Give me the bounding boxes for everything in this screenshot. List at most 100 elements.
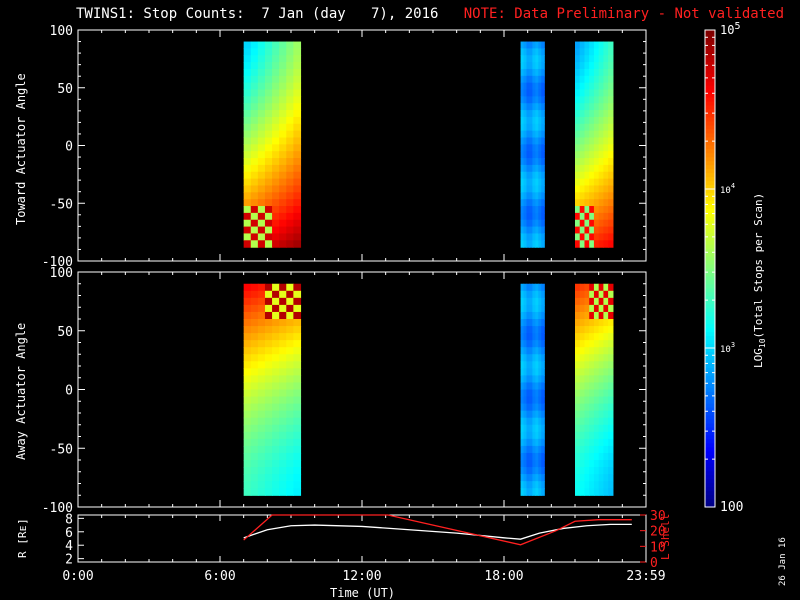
heatmap-cell bbox=[598, 96, 604, 104]
heatmap-cell bbox=[279, 283, 287, 292]
colorbar-segment bbox=[705, 395, 715, 401]
heatmap-cell bbox=[538, 290, 542, 299]
heatmap-cell bbox=[243, 89, 252, 97]
heatmap-cell bbox=[293, 130, 302, 139]
heatmap-cell bbox=[257, 123, 266, 132]
heatmap-cell bbox=[529, 389, 533, 398]
heatmap-cell bbox=[526, 431, 531, 440]
heatmap-cell bbox=[250, 123, 259, 132]
heatmap-cell bbox=[598, 137, 604, 145]
heatmap-cell bbox=[598, 382, 604, 391]
heatmap-cell bbox=[532, 340, 536, 348]
heatmap-cell bbox=[257, 192, 266, 200]
heatmap-cell bbox=[608, 417, 614, 426]
heatmap-cell bbox=[257, 82, 266, 91]
heatmap-cell bbox=[243, 96, 252, 104]
heatmap-cell bbox=[272, 361, 280, 369]
heatmap-cell bbox=[257, 389, 266, 398]
heatmap-cell bbox=[520, 171, 525, 180]
heatmap-cell bbox=[541, 82, 545, 91]
heatmap-cell bbox=[293, 347, 302, 355]
heatmap-cell bbox=[272, 116, 280, 125]
heatmap-cell bbox=[532, 171, 536, 180]
heatmap-cell bbox=[243, 297, 252, 306]
heatmap-cell bbox=[584, 206, 590, 214]
heatmap-cell bbox=[286, 212, 294, 221]
heatmap-cell bbox=[532, 424, 536, 433]
heatmap-cell bbox=[593, 233, 600, 241]
heatmap-cell bbox=[579, 206, 586, 214]
heatmap-cell bbox=[608, 144, 614, 152]
heatmap-cell bbox=[523, 48, 528, 56]
colorbar-segment bbox=[705, 332, 715, 337]
heatmap-cell bbox=[526, 144, 531, 152]
heatmap-cell bbox=[603, 304, 609, 313]
heatmap-cell bbox=[286, 41, 294, 50]
heatmap-cell bbox=[579, 48, 586, 56]
heatmap-cell bbox=[589, 171, 595, 180]
heatmap-cell bbox=[520, 89, 525, 97]
heatmap-cell bbox=[575, 144, 581, 152]
heatmap-cell bbox=[526, 283, 531, 292]
heatmap-cell bbox=[286, 396, 294, 405]
heatmap-cell bbox=[538, 340, 542, 348]
heatmap-cell bbox=[250, 137, 259, 145]
heatmap-cell bbox=[593, 226, 600, 235]
heatmap-cell bbox=[575, 361, 581, 369]
colorbar-segment bbox=[705, 165, 715, 170]
heatmap-cell bbox=[529, 438, 533, 447]
heatmap-cell bbox=[532, 438, 536, 447]
heatmap-cell bbox=[603, 382, 609, 391]
heatmap-cell bbox=[286, 368, 294, 376]
colorbar-segment bbox=[705, 308, 715, 313]
heatmap-cell bbox=[584, 467, 590, 475]
heatmap-cell bbox=[272, 123, 280, 132]
heatmap-cell bbox=[598, 55, 604, 63]
heatmap-cell bbox=[579, 417, 586, 426]
heatmap-cell bbox=[538, 319, 542, 327]
heatmap-cell bbox=[579, 368, 586, 376]
heatmap-cell bbox=[293, 123, 302, 132]
heatmap-cell bbox=[579, 290, 586, 299]
heatmap-cell bbox=[264, 68, 273, 77]
heatmap-cell bbox=[243, 116, 252, 125]
heatmap-cell bbox=[589, 333, 595, 341]
heatmap-cell bbox=[603, 55, 609, 63]
heatmap-cell bbox=[589, 240, 595, 248]
heatmap-cell bbox=[538, 240, 542, 248]
heatmap-cell bbox=[538, 89, 542, 97]
heatmap-cell bbox=[272, 403, 280, 412]
heatmap-cell bbox=[529, 144, 533, 152]
radius-ylabel: R [Rᴇ] bbox=[16, 518, 29, 558]
heatmap-cell bbox=[608, 431, 614, 440]
heatmap-cell bbox=[541, 333, 545, 341]
heatmap-cell bbox=[257, 375, 266, 384]
heatmap-cell bbox=[603, 178, 609, 187]
heatmap-cell bbox=[243, 55, 252, 63]
heatmap-cell bbox=[257, 240, 266, 248]
colorbar-segment bbox=[705, 320, 715, 325]
heatmap-cell bbox=[535, 158, 539, 166]
heatmap-cell bbox=[264, 474, 273, 482]
heatmap-cell bbox=[257, 467, 266, 475]
colorbar-segment bbox=[705, 105, 715, 111]
heatmap-cell bbox=[279, 445, 287, 454]
heatmap-cell bbox=[575, 151, 581, 159]
heatmap-cell bbox=[608, 116, 614, 125]
heatmap-cell bbox=[272, 431, 280, 440]
heatmap-cell bbox=[279, 75, 287, 84]
colorbar-segment bbox=[705, 451, 715, 456]
heatmap-cell bbox=[535, 233, 539, 241]
heatmap-cell bbox=[584, 178, 590, 187]
heatmap-cell bbox=[532, 375, 536, 384]
preliminary-note: NOTE: Data Preliminary - Not validated bbox=[463, 6, 785, 22]
heatmap-cell bbox=[529, 297, 533, 306]
away-heatmap bbox=[243, 283, 614, 496]
heatmap-cell bbox=[520, 206, 525, 214]
heatmap-cell bbox=[579, 424, 586, 433]
heatmap-cell bbox=[272, 103, 280, 111]
heatmap-cell bbox=[603, 144, 609, 152]
heatmap-cell bbox=[293, 340, 302, 348]
heatmap-cell bbox=[593, 283, 600, 292]
heatmap-cell bbox=[279, 68, 287, 77]
